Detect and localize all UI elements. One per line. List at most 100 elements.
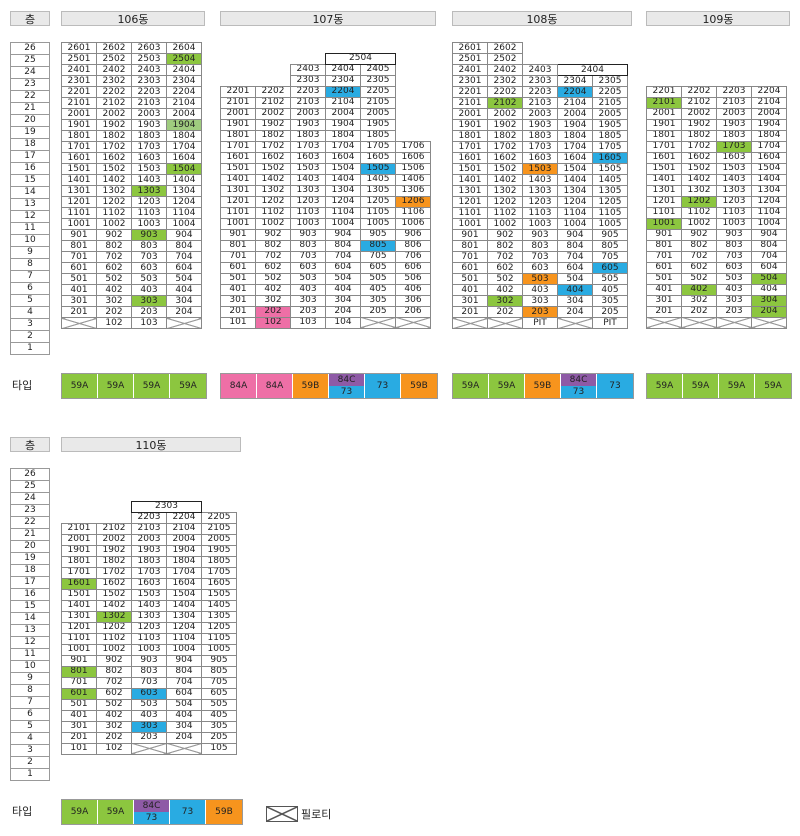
unit-cell: 2002 <box>487 108 523 120</box>
unit-cell: 1405 <box>592 174 628 186</box>
floor-label: 12 <box>10 636 50 649</box>
unit-cell: 105 <box>201 742 237 755</box>
unit-cell: 202 <box>96 306 132 318</box>
unit-cell: 701 <box>220 250 256 263</box>
unit-cell: 503 <box>290 272 326 285</box>
empty-cell <box>256 75 291 86</box>
unit-cell: 2503 <box>131 53 167 65</box>
unit-cell: 1102 <box>681 206 717 219</box>
unit-cell: 702 <box>487 251 523 263</box>
pilotis-cell <box>487 317 523 329</box>
unit-cell: 1803 <box>716 129 752 142</box>
empty-cell <box>752 42 787 53</box>
type-cell: 59A <box>98 374 134 398</box>
unit-cell: 2103 <box>290 96 326 109</box>
unit-cell: 1204 <box>325 195 361 208</box>
empty-cell <box>717 75 752 86</box>
unit-cell: 701 <box>61 676 97 689</box>
unit-cell: 405 <box>360 283 396 296</box>
unit-cell: 501 <box>61 698 97 711</box>
unit-cell: 2102 <box>487 97 523 109</box>
unit-cell: 1103 <box>522 207 558 219</box>
unit-cell: 206 <box>395 305 431 318</box>
type-cell: 73 <box>597 374 633 398</box>
unit-cell: 402 <box>487 284 523 296</box>
unit-cell: 1302 <box>96 185 132 197</box>
unit-cell: 904 <box>325 228 361 241</box>
unit-cell: 1101 <box>220 206 256 219</box>
unit-cell: 1402 <box>96 174 132 186</box>
unit-cell: 601 <box>61 262 97 274</box>
pilotis-cell <box>681 316 717 329</box>
unit-cell: 503 <box>131 698 167 711</box>
unit-cell: 604 <box>166 687 202 700</box>
empty-cell <box>396 97 431 108</box>
unit-cell: 2002 <box>681 107 717 120</box>
unit-cell: 204 <box>325 305 361 318</box>
floor-label: 23 <box>10 504 50 517</box>
unit-cell: 1004 <box>166 218 202 230</box>
floor-label: 24 <box>10 492 50 505</box>
type-row-106: 59A 59A 59A 59A <box>61 373 207 399</box>
unit-cell: 303 <box>131 295 167 307</box>
unit-cell: 2504 <box>166 53 202 65</box>
unit-cell: 1001 <box>452 218 488 230</box>
unit-cell: 2301 <box>61 75 97 87</box>
unit-cell: 1106 <box>395 206 431 219</box>
unit-cell: 1203 <box>131 196 167 208</box>
unit-cell: 2603 <box>131 42 167 54</box>
unit-cell: 2504 <box>325 52 396 65</box>
unit-cell: 201 <box>61 731 97 744</box>
unit-cell: 1704 <box>166 141 202 153</box>
floor-label: 5 <box>10 294 50 307</box>
unit-cell: 704 <box>751 250 787 263</box>
unit-cell: 2202 <box>255 85 291 98</box>
unit-cell: 706 <box>395 250 431 263</box>
unit-cell: 2204 <box>751 85 787 98</box>
building-header-106: 106동 <box>61 11 205 26</box>
unit-cell: 1902 <box>681 118 717 131</box>
empty-cell <box>717 42 752 53</box>
unit-cell: 2203 <box>131 511 167 524</box>
unit-cell: 2104 <box>751 96 787 109</box>
unit-cell: 1203 <box>131 621 167 634</box>
unit-cell: 1606 <box>395 151 431 164</box>
empty-cell <box>396 86 431 97</box>
type-row-110: 59A 59A 84C 73 73 59B <box>61 799 243 825</box>
unit-cell: 505 <box>360 272 396 285</box>
unit-cell: 1503 <box>131 588 167 601</box>
unit-cell: 403 <box>716 283 752 296</box>
type-cell: 59A <box>719 374 755 398</box>
type-cell: 59A <box>489 374 525 398</box>
floor-label: 9 <box>10 246 50 259</box>
unit-cell: 402 <box>96 284 132 296</box>
unit-cell: 903 <box>131 654 167 667</box>
unit-cell: 1805 <box>360 129 396 142</box>
empty-cell <box>523 43 558 54</box>
unit-cell: 2304 <box>557 75 593 87</box>
unit-cell: 1004 <box>557 218 593 230</box>
unit-cell: 2003 <box>522 108 558 120</box>
unit-cell: 2004 <box>166 533 202 546</box>
empty-cell <box>256 42 291 53</box>
unit-cell: 804 <box>751 239 787 252</box>
unit-cell: 1505 <box>360 162 396 175</box>
unit-cell: 1804 <box>751 129 787 142</box>
empty-cell <box>396 53 431 64</box>
unit-cell: 1605 <box>592 152 628 164</box>
type-cell: 59A <box>647 374 683 398</box>
unit-cell: PIT <box>592 317 628 329</box>
unit-cell: 2601 <box>452 42 488 54</box>
unit-cell: 2102 <box>255 96 291 109</box>
floor-label: 6 <box>10 708 50 721</box>
type-cell: 59A <box>170 374 206 398</box>
unit-cell: 1303 <box>131 185 167 197</box>
unit-cell: 1604 <box>325 151 361 164</box>
floor-label: 16 <box>10 162 50 175</box>
unit-cell: 1804 <box>325 129 361 142</box>
unit-cell: 1301 <box>61 610 97 623</box>
floor-label: 6 <box>10 282 50 295</box>
unit-cell: 1102 <box>96 632 132 645</box>
unit-cell: 402 <box>96 709 132 722</box>
unit-cell: 2003 <box>131 108 167 120</box>
